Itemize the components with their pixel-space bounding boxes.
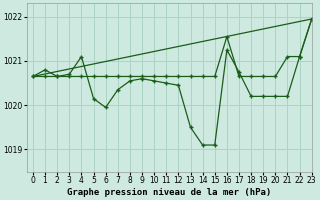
X-axis label: Graphe pression niveau de la mer (hPa): Graphe pression niveau de la mer (hPa) bbox=[67, 188, 271, 197]
